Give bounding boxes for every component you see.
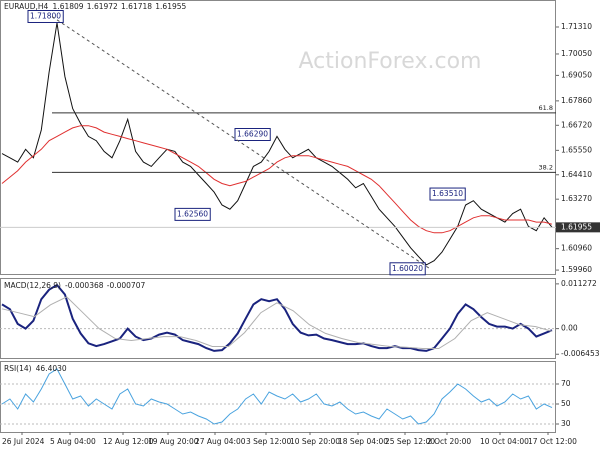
x-tick-label: 2 Oct 20:00 (427, 437, 471, 446)
panel-title: MACD(12,26,9) (4, 281, 61, 290)
ohlc-value: 1.61809 (53, 2, 84, 11)
series-line (1, 283, 553, 352)
series-line (1, 22, 553, 266)
x-tick-label: 10 Sep 20:00 (290, 437, 340, 446)
y-tick-label: 1.60960 (561, 244, 592, 253)
y-tick-label: 0.00 (561, 324, 578, 333)
x-tick-label: 26 Jul 2024 (2, 437, 45, 446)
ohlc-value: 1.61718 (121, 2, 152, 11)
x-tick-label: 27 Aug 04:00 (195, 437, 246, 446)
level-label: 1.60020 (392, 264, 423, 273)
level-box (27, 9, 64, 23)
fib-label: 38.2 (539, 163, 553, 171)
level-label: 1.71800 (30, 11, 61, 20)
panel-title: EURAUD,H4 (4, 2, 49, 11)
last-price-box (556, 222, 600, 233)
y-tick-label: 1.66720 (561, 120, 592, 129)
series-line (1, 368, 553, 425)
y-tick-label: 1.70050 (561, 49, 592, 58)
y-tick-label: 1.59960 (561, 265, 592, 274)
series-line (1, 125, 553, 234)
ohlc-value: 1.61955 (155, 2, 186, 11)
y-tick-label: 1.64410 (561, 170, 592, 179)
y-tick-label: -0.006453 (561, 349, 600, 358)
macd-panel (0, 278, 556, 359)
x-tick-label: 3 Sep 12:00 (246, 437, 292, 446)
readout-value: 46.4030 (36, 364, 67, 373)
x-tick-label: 12 Aug 12:00 (103, 437, 154, 446)
last-price-label: 1.61955 (561, 222, 592, 231)
x-tick-label: 5 Aug 04:00 (50, 437, 96, 446)
ohlc-value: 1.61972 (87, 2, 118, 11)
price-panel (0, 0, 556, 275)
readout-value: -0.000707 (107, 281, 146, 290)
x-tick-label: 25 Sep 12:00 (385, 437, 435, 446)
level-box (429, 187, 466, 201)
x-tick-label: 10 Oct 04:00 (480, 437, 529, 446)
x-tick-label: 17 Oct 12:00 (528, 437, 577, 446)
y-tick-label: 1.63270 (561, 194, 592, 203)
y-tick-label: 30 (561, 419, 571, 428)
readout-value: -0.000368 (65, 281, 104, 290)
x-tick-label: 18 Sep 04:00 (338, 437, 388, 446)
level-box (234, 128, 271, 142)
watermark: ActionForex.com (299, 49, 482, 74)
level-label: 1.66290 (237, 130, 268, 139)
level-label: 1.63510 (432, 189, 463, 198)
y-tick-label: 70 (561, 379, 571, 388)
y-tick-label: 1.65550 (561, 145, 592, 154)
fib-label: 61.8 (539, 104, 553, 112)
rsi-panel (0, 361, 556, 433)
level-box (174, 207, 211, 221)
y-tick-label: 50 (561, 399, 571, 408)
y-tick-label: 0.011272 (561, 279, 597, 288)
x-tick-label: 19 Aug 20:00 (148, 437, 199, 446)
trend-line (51, 16, 431, 270)
panel-title: RSI(14) (4, 364, 32, 373)
level-box (389, 262, 426, 276)
y-tick-label: 1.67860 (561, 96, 592, 105)
level-label: 1.62560 (177, 209, 208, 218)
y-tick-label: 1.69050 (561, 70, 592, 79)
y-tick-label: 1.71310 (561, 22, 592, 31)
series-line (1, 296, 553, 349)
